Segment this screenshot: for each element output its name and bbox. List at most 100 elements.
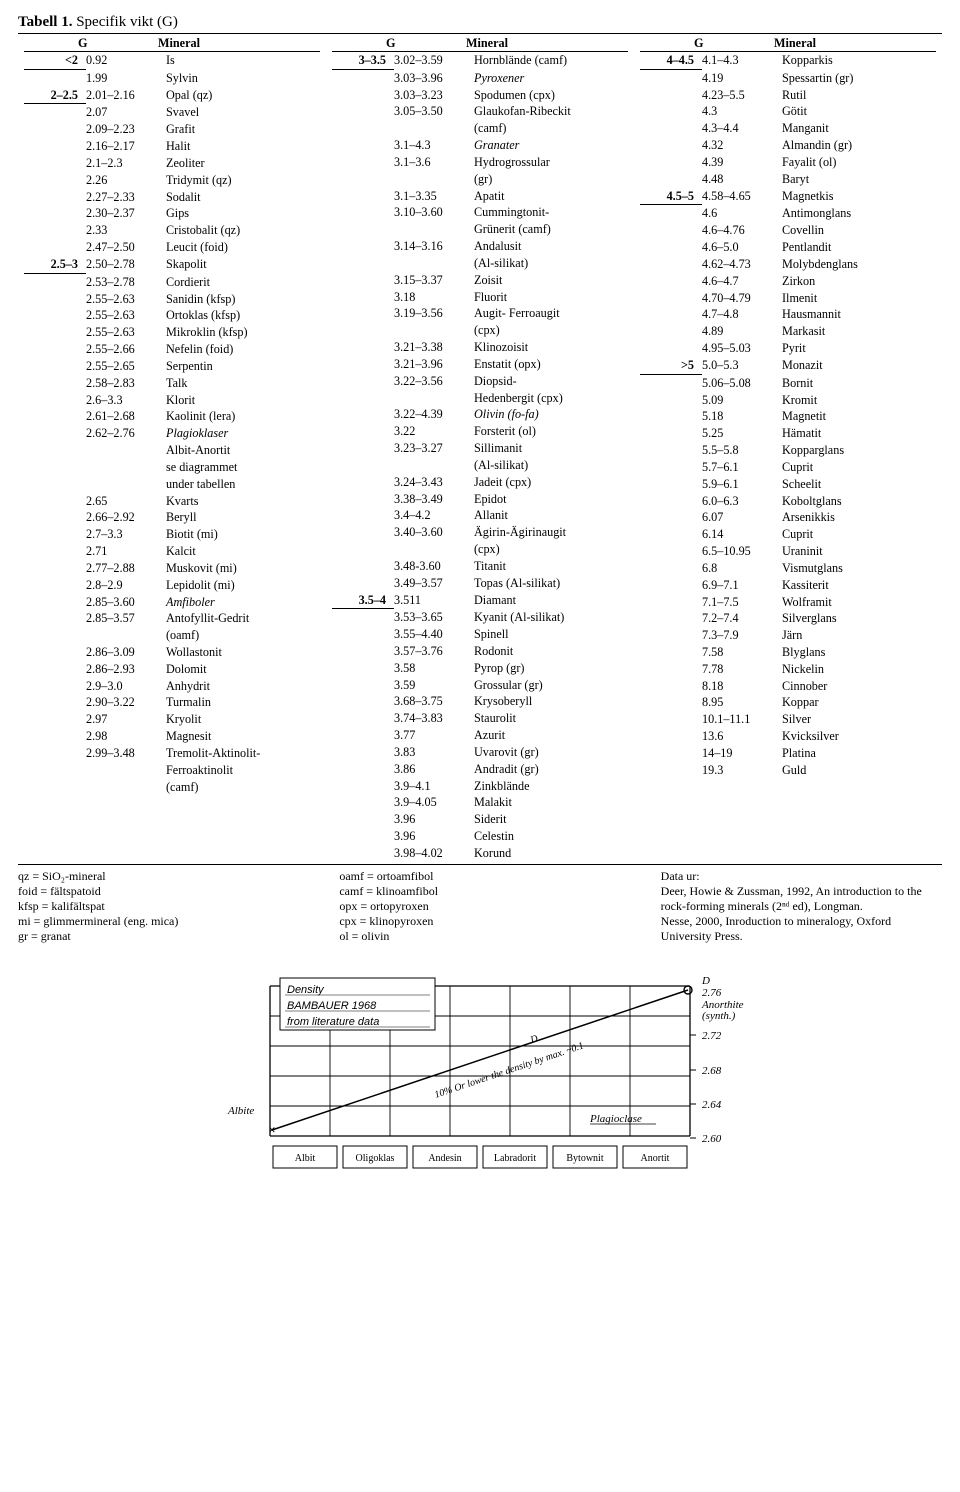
range-cell	[640, 442, 702, 459]
g-cell: 2.90–3.22	[86, 694, 166, 711]
abbrev-line: camf = klinoamfibol	[339, 884, 620, 899]
mineral-cell: (camf)	[474, 120, 628, 137]
range-cell	[640, 222, 702, 239]
mineral-cell: Kyanit (Al‑silikat)	[474, 609, 628, 626]
table-row: 2.86–2.93Dolomit	[24, 661, 320, 678]
abbrev-line: foid = fältspatoid	[18, 884, 299, 899]
table-row: 6.9–7.1Kassiterit	[640, 577, 936, 594]
abbrev-line: cpx = klinopyroxen	[339, 914, 620, 929]
mineral-cell: Malakit	[474, 794, 628, 811]
table-row: 2.16–2.17Halit	[24, 138, 320, 155]
g-cell: 2.1–2.3	[86, 155, 166, 172]
range-cell	[332, 710, 394, 727]
range-cell	[640, 425, 702, 442]
hdr-g: G	[78, 36, 158, 51]
mineral-cell: Anhydrit	[166, 678, 320, 695]
g-cell: 5.06–5.08	[702, 375, 782, 392]
mineral-cell: Zeoliter	[166, 155, 320, 172]
g-cell: 4.19	[702, 70, 782, 87]
table-row: 2.65Kvarts	[24, 493, 320, 510]
mineral-cell: Pyroxener	[474, 70, 628, 87]
mineral-cell: Bornit	[782, 375, 936, 392]
mineral-cell: Fayalit (ol)	[782, 154, 936, 171]
mineral-cell: (cpx)	[474, 541, 628, 558]
mineral-cell: Pyrop (gr)	[474, 660, 628, 677]
table-row: 4.6–4.7Zirkon	[640, 273, 936, 290]
g-cell: 2.33	[86, 222, 166, 239]
mineral-cell: Talk	[166, 375, 320, 392]
mineral-cell: Amfiboler	[166, 594, 320, 611]
mineral-cell: Spessartin (gr)	[782, 70, 936, 87]
mineral-cell: Zirkon	[782, 273, 936, 290]
mineral-cell: Enstatit (opx)	[474, 356, 628, 373]
table-row: 2.55–2.66Nefelin (foid)	[24, 341, 320, 358]
g-cell: 2.55–2.63	[86, 291, 166, 308]
mineral-cell: Koboltglans	[782, 493, 936, 510]
table-row: 8.18Cinnober	[640, 678, 936, 695]
mineral-cell: Covellin	[782, 222, 936, 239]
range-cell	[640, 745, 702, 762]
mineral-cell: Rutil	[782, 87, 936, 104]
range-cell	[24, 493, 86, 510]
range-cell	[332, 87, 394, 104]
table-row: 2.98Magnesit	[24, 728, 320, 745]
g-cell	[394, 221, 474, 238]
mineral-cell: Grafit	[166, 121, 320, 138]
range-cell	[24, 476, 86, 493]
g-cell: 2.27–2.33	[86, 189, 166, 206]
table-row: 4.70–4.79Ilmenit	[640, 290, 936, 307]
g-cell: 4.6–4.7	[702, 273, 782, 290]
range-cell	[640, 543, 702, 560]
table-row: 7.2–7.4Silverglans	[640, 610, 936, 627]
mineral-cell: Spodumen (cpx)	[474, 87, 628, 104]
g-cell: 5.25	[702, 425, 782, 442]
range-cell	[332, 727, 394, 744]
mineral-cell: Beryll	[166, 509, 320, 526]
range-cell	[640, 87, 702, 104]
abbrev-line: mi = glimmermineral (eng. mica)	[18, 914, 299, 929]
table-row: 3.19–3.56Augit‑ Ferroaugit	[332, 305, 628, 322]
mineral-cell: Nefelin (foid)	[166, 341, 320, 358]
g-cell: 6.07	[702, 509, 782, 526]
table-row: (cpx)	[332, 541, 628, 558]
table-row: 3.53–3.65Kyanit (Al‑silikat)	[332, 609, 628, 626]
g-cell: 3.57–3.76	[394, 643, 474, 660]
table-row: 2.90–3.22Turmalin	[24, 694, 320, 711]
range-cell	[332, 440, 394, 457]
g-cell: 2.55–2.66	[86, 341, 166, 358]
range-cell: >5	[640, 357, 702, 375]
table-row: 3.98–4.02Korund	[332, 845, 628, 862]
range-cell	[640, 323, 702, 340]
range-cell	[640, 340, 702, 357]
g-cell: 2.61–2.68	[86, 408, 166, 425]
table-row: 3.18Fluorit	[332, 289, 628, 306]
g-cell: 4.6–5.0	[702, 239, 782, 256]
range-cell	[332, 373, 394, 390]
table-row: 3.86Andradit (gr)	[332, 761, 628, 778]
range-cell	[640, 493, 702, 510]
range-cell	[640, 70, 702, 87]
g-cell: 8.95	[702, 694, 782, 711]
svg-text:Oligoklas: Oligoklas	[356, 1153, 395, 1164]
g-cell: 2.86–3.09	[86, 644, 166, 661]
range-cell	[332, 272, 394, 289]
g-cell: 3.9–4.05	[394, 794, 474, 811]
g-cell: 2.53–2.78	[86, 274, 166, 291]
mineral-cell: Hausmannit	[782, 306, 936, 323]
density-diagram: ×DensityBAMBAUER 1968from literature dat…	[18, 956, 942, 1182]
g-cell: 3.22–3.56	[394, 373, 474, 390]
g-cell: 2.8–2.9	[86, 577, 166, 594]
table-row: Albit‑Anortit	[24, 442, 320, 459]
source-line: Deer, Howie & Zussman, 1992, An introduc…	[661, 884, 942, 914]
g-cell: 7.2–7.4	[702, 610, 782, 627]
table-row: 6.07Arsenikkis	[640, 509, 936, 526]
mineral-cell: Ilmenit	[782, 290, 936, 307]
range-cell	[24, 324, 86, 341]
table-footer: qz = SiO₂‑mineralfoid = fältspatoidkfsp …	[18, 869, 942, 944]
mineral-cell: Topas (Al‑silikat)	[474, 575, 628, 592]
g-cell: 3.58	[394, 660, 474, 677]
range-cell	[640, 678, 702, 695]
mineral-cell: Silver	[782, 711, 936, 728]
mineral-cell: Uvarovit (gr)	[474, 744, 628, 761]
range-cell	[332, 626, 394, 643]
